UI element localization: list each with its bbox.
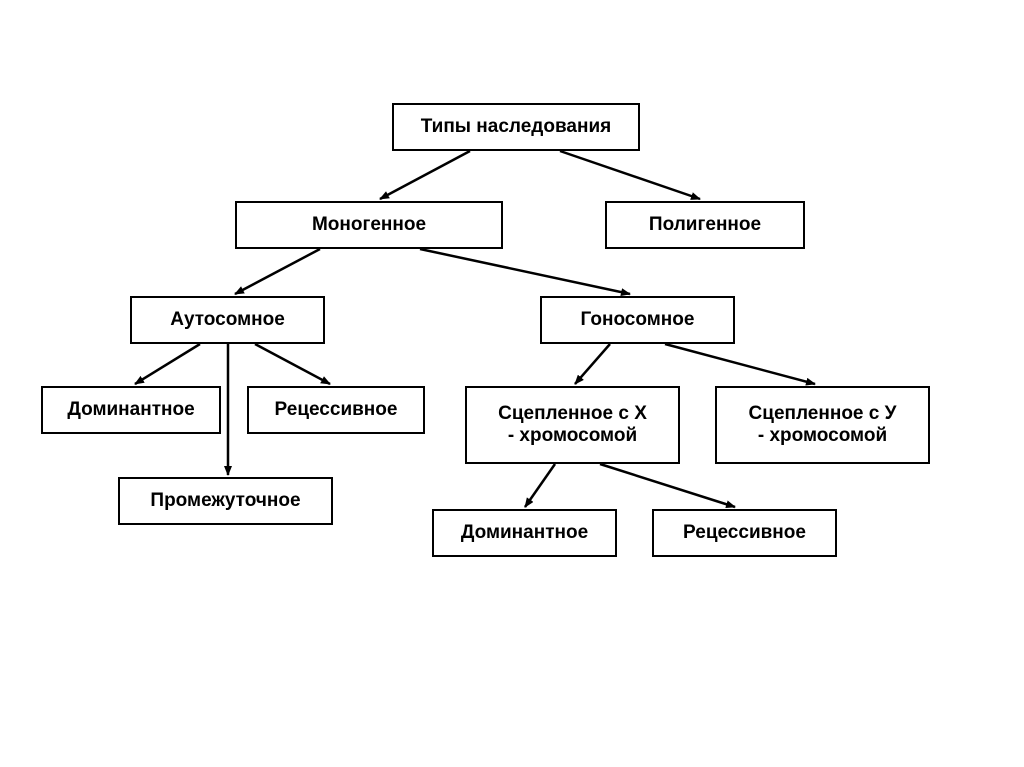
node-root: Типы наследования [392, 103, 640, 151]
node-gonosomal: Гоносомное [540, 296, 735, 344]
edge-xlinked-recessive2 [600, 464, 735, 507]
edge-xlinked-dominant2 [525, 464, 555, 507]
node-dominant2: Доминантное [432, 509, 617, 557]
node-intermediate: Промежуточное [118, 477, 333, 525]
edge-monogenic-autosomal [235, 249, 320, 294]
edge-root-monogenic [380, 151, 470, 199]
node-recessive1: Рецессивное [247, 386, 425, 434]
edge-autosomal-dominant1 [135, 344, 200, 384]
node-recessive2: Рецессивное [652, 509, 837, 557]
node-monogenic: Моногенное [235, 201, 503, 249]
node-ylinked: Сцепленное с У- хромосомой [715, 386, 930, 464]
node-autosomal: Аутосомное [130, 296, 325, 344]
edge-gonosomal-ylinked [665, 344, 815, 384]
edge-root-polygenic [560, 151, 700, 199]
edge-gonosomal-xlinked [575, 344, 610, 384]
node-dominant1: Доминантное [41, 386, 221, 434]
node-xlinked: Сцепленное с Х- хромосомой [465, 386, 680, 464]
edge-autosomal-recessive1 [255, 344, 330, 384]
node-polygenic: Полигенное [605, 201, 805, 249]
edge-monogenic-gonosomal [420, 249, 630, 294]
